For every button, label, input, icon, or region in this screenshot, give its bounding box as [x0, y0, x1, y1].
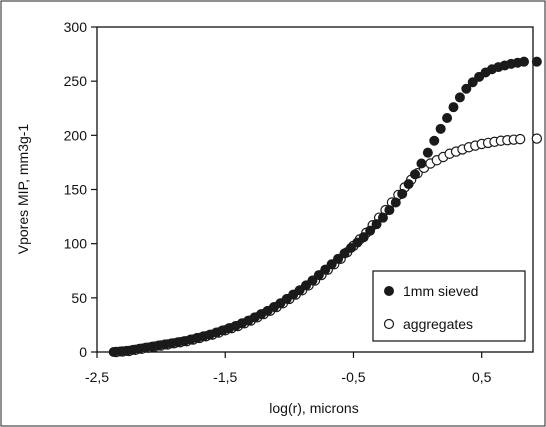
y-tick-label: 250 — [64, 73, 88, 89]
x-tick-label: -1,5 — [213, 369, 237, 385]
y-tick-label: 200 — [64, 127, 88, 143]
point-1mm-sieved — [365, 225, 376, 236]
point-1mm-sieved — [461, 83, 472, 94]
y-tick-label: 150 — [64, 182, 88, 198]
legend-label-aggregates: aggregates — [403, 316, 473, 332]
y-tick-label: 100 — [64, 236, 88, 252]
point-1mm-sieved — [410, 169, 421, 180]
x-tick-label: -0,5 — [341, 369, 365, 385]
legend-marker-1mm-sieved — [384, 286, 394, 296]
y-tick-label: 0 — [79, 344, 87, 360]
y-axis-label: Vpores MIP, mm3g-1 — [15, 124, 31, 255]
legend-marker-aggregates — [383, 318, 395, 330]
y-tick-label: 50 — [71, 290, 87, 306]
point-1mm-sieved — [384, 205, 395, 216]
point-aggregates — [514, 133, 526, 145]
point-aggregates — [531, 133, 543, 144]
point-1mm-sieved — [371, 219, 382, 230]
x-axis: -2,5 -1,5 -0,5 0,5 — [85, 352, 492, 385]
point-1mm-sieved — [390, 197, 401, 208]
point-1mm-sieved — [442, 113, 453, 123]
x-tick-label: -2,5 — [85, 369, 109, 385]
point-1mm-sieved — [429, 135, 440, 146]
point-1mm-sieved — [397, 188, 408, 199]
legend-box — [372, 270, 526, 342]
x-axis-label: log(r), microns — [269, 400, 358, 416]
point-1mm-sieved — [448, 102, 459, 113]
point-1mm-sieved — [531, 56, 542, 67]
point-1mm-sieved — [454, 92, 465, 103]
point-1mm-sieved — [422, 147, 433, 158]
legend-label-1mm-sieved: 1mm sieved — [403, 283, 478, 299]
y-tick-label: 300 — [64, 19, 88, 35]
x-tick-label: 0,5 — [472, 369, 492, 385]
point-1mm-sieved — [435, 123, 446, 134]
y-axis: 0 50 100 150 200 250 300 — [64, 19, 97, 360]
point-1mm-sieved — [403, 179, 414, 190]
point-1mm-sieved — [358, 232, 369, 243]
point-1mm-sieved — [416, 158, 427, 169]
data-points — [108, 56, 543, 358]
point-1mm-sieved — [377, 212, 388, 223]
point-1mm-sieved — [519, 56, 530, 67]
legend: 1mm sieved aggregates — [372, 270, 526, 342]
